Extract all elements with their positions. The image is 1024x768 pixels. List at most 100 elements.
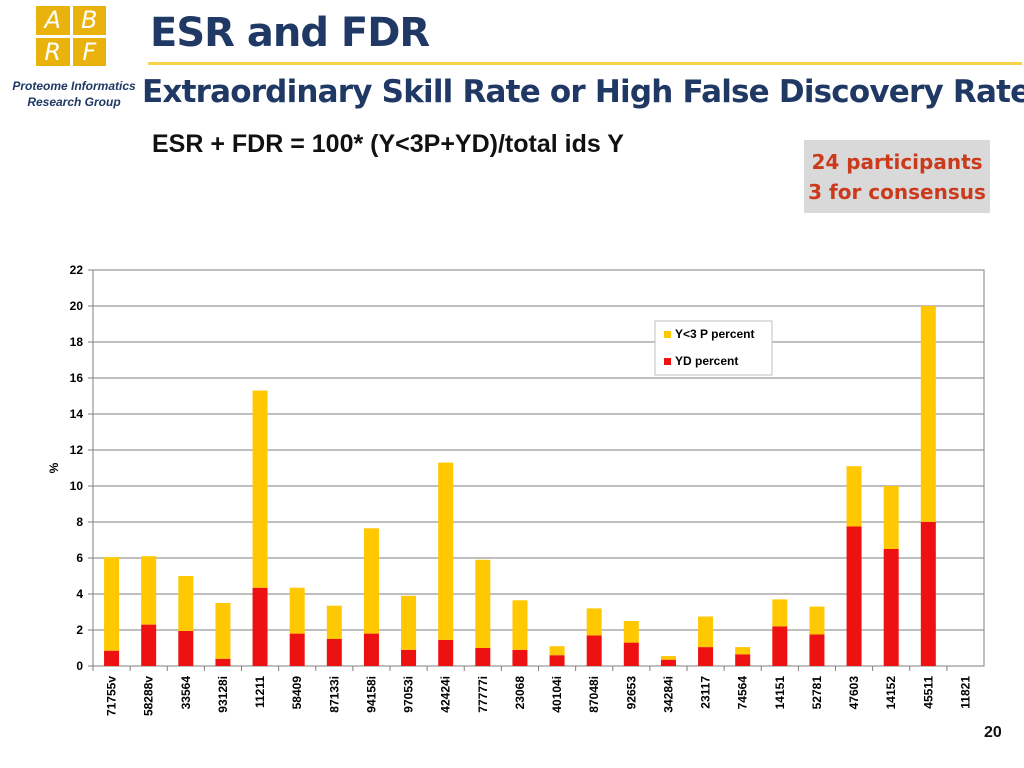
title-divider: [148, 62, 1022, 65]
x-tick-label: 87133i: [327, 676, 341, 713]
logo-letter: A: [36, 6, 70, 35]
bar-y3p-42424i: [438, 462, 454, 640]
legend-label: YD percent: [675, 354, 738, 368]
bar-y3p-93128i: [215, 603, 231, 659]
y-tick-label: 18: [70, 335, 84, 349]
y-tick-label: 10: [70, 479, 84, 493]
bar-y3p-47603: [846, 466, 862, 527]
x-tick-label: 92653: [624, 676, 638, 710]
bar-yd-58288v: [141, 624, 157, 666]
x-tick-label: 74564: [736, 676, 750, 710]
y-tick-label: 16: [70, 371, 84, 385]
bar-y3p-77777i: [475, 559, 491, 648]
page-number: 20: [984, 724, 1002, 741]
legend-swatch: [664, 331, 671, 338]
bar-yd-92653: [623, 642, 639, 666]
x-tick-label: 11821: [958, 676, 972, 709]
x-tick-label: 40104i: [550, 676, 564, 713]
x-tick-label: 23068: [513, 676, 527, 710]
bar-yd-40104i: [549, 655, 565, 666]
note-line1: 24 participants: [811, 149, 983, 174]
bar-y3p-33564: [178, 576, 194, 631]
bar-y3p-34284i: [660, 656, 676, 660]
bar-yd-94158i: [363, 633, 379, 666]
x-tick-label: 94158i: [364, 676, 378, 713]
y-tick-label: 22: [70, 263, 84, 277]
bar-y3p-87048i: [586, 608, 602, 636]
bar-yd-77777i: [475, 648, 491, 666]
bar-yd-45511: [920, 522, 936, 666]
y-tick-label: 6: [76, 551, 83, 565]
x-tick-label: 14151: [773, 676, 787, 710]
bar-y3p-52781: [809, 606, 825, 635]
legend-label: Y<3 P percent: [675, 327, 755, 341]
bar-yd-97053i: [401, 649, 417, 666]
bar-yd-23068: [512, 649, 528, 666]
bar-yd-23117: [698, 647, 714, 666]
y-tick-label: 8: [76, 515, 83, 529]
bar-y3p-58288v: [141, 556, 157, 625]
x-tick-label: 42424i: [439, 676, 453, 713]
legend-swatch: [664, 358, 671, 365]
bar-y3p-14151: [772, 599, 788, 627]
bar-y3p-58409: [289, 587, 305, 634]
x-tick-label: 34284i: [661, 676, 675, 713]
bar-yd-93128i: [215, 658, 231, 666]
bar-yd-52781: [809, 634, 825, 666]
x-tick-label: 93128i: [216, 676, 230, 713]
y-tick-label: 2: [76, 623, 83, 637]
y-tick-label: 0: [76, 659, 83, 673]
x-tick-label: 87048i: [587, 676, 601, 713]
bar-y3p-87133i: [326, 605, 342, 639]
x-tick-label: 77777i: [476, 676, 490, 713]
x-tick-label: 11211: [253, 676, 267, 708]
bar-yd-47603: [846, 526, 862, 666]
x-tick-label: 14152: [884, 676, 898, 710]
x-tick-label: 45511: [921, 676, 935, 709]
bar-yd-58409: [289, 633, 305, 666]
bar-y3p-23117: [698, 616, 714, 648]
x-tick-label: 58288v: [142, 676, 156, 716]
bar-yd-14151: [772, 626, 788, 666]
logo-letter: B: [72, 6, 106, 35]
x-tick-label: 71755v: [105, 676, 119, 716]
y-tick-label: 4: [76, 587, 83, 601]
x-tick-label: 52781: [810, 676, 824, 710]
logo-letter: R: [36, 37, 70, 66]
bar-y3p-71755v: [104, 557, 120, 651]
x-tick-label: 23117: [699, 676, 713, 709]
bar-yd-74564: [735, 654, 751, 666]
bar-yd-11211: [252, 587, 268, 666]
bar-yd-33564: [178, 630, 194, 666]
y-tick-label: 14: [70, 407, 84, 421]
bar-y3p-14152: [883, 486, 899, 549]
bar-y3p-45511: [920, 306, 936, 522]
formula-text: ESR + FDR = 100* (Y<3P+YD)/total ids Y: [152, 130, 624, 158]
logo: A B R F: [36, 6, 106, 66]
group-name-line2: Research Group: [27, 95, 121, 109]
bar-y3p-11211: [252, 390, 268, 588]
x-tick-label: 58409: [290, 676, 304, 710]
bar-yd-34284i: [660, 659, 676, 666]
bar-y3p-92653: [623, 621, 639, 643]
y-tick-label: 20: [70, 299, 84, 313]
bar-y3p-74564: [735, 647, 751, 655]
bar-y3p-97053i: [401, 595, 417, 650]
bar-y3p-94158i: [363, 528, 379, 634]
legend: [654, 320, 773, 376]
x-tick-label: 47603: [847, 676, 861, 710]
bar-yd-87048i: [586, 635, 602, 666]
bar-y3p-40104i: [549, 646, 565, 656]
note-line2: 3 for consensus: [808, 179, 986, 204]
bar-yd-42424i: [438, 639, 454, 666]
y-axis-label: %: [47, 462, 61, 473]
page-title: ESR and FDR: [150, 10, 430, 56]
bar-yd-71755v: [104, 650, 120, 666]
x-tick-label: 97053i: [402, 676, 416, 713]
group-name-line1: Proteome Informatics: [12, 79, 136, 93]
bar-yd-87133i: [326, 639, 342, 666]
esr-fdr-chart: 0 2 4 6 8 10 12 14 16 18 20 22% 71755v 58288v 33564 931…: [47, 263, 985, 716]
group-name: Proteome Informatics Research Group: [0, 78, 148, 110]
bar-yd-14152: [883, 549, 899, 666]
page-subtitle: Extraordinary Skill Rate or High False D…: [142, 74, 1024, 110]
